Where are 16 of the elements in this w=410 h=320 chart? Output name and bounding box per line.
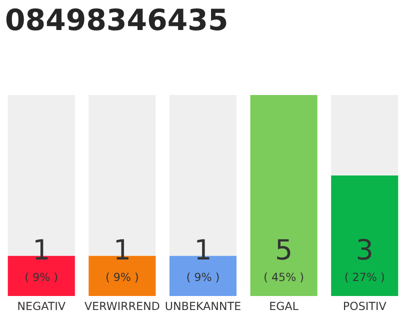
x-tick-label: NEGATIV — [18, 302, 66, 310]
data-label: 3 — [358, 238, 372, 260]
annotation: ( 9% ) — [26, 272, 58, 282]
x-tick-label: POSITIV — [344, 302, 386, 310]
data-label: 1 — [36, 239, 48, 260]
x-tick-label: VERWIRREND — [84, 302, 160, 310]
annotation: ( 9% ) — [187, 272, 219, 282]
chart-title: 08498346435 — [6, 8, 226, 30]
annotation: ( 9% ) — [106, 272, 138, 282]
data-label: 5 — [277, 239, 290, 260]
data-label: 1 — [197, 239, 210, 260]
data-label: 1 — [116, 239, 128, 260]
annotation: ( 27% ) — [345, 272, 384, 282]
x-tick-label: UNBEKANNTE — [166, 302, 240, 310]
annotation: ( 45% ) — [264, 272, 304, 282]
x-tick-label: EGAL — [270, 302, 298, 310]
